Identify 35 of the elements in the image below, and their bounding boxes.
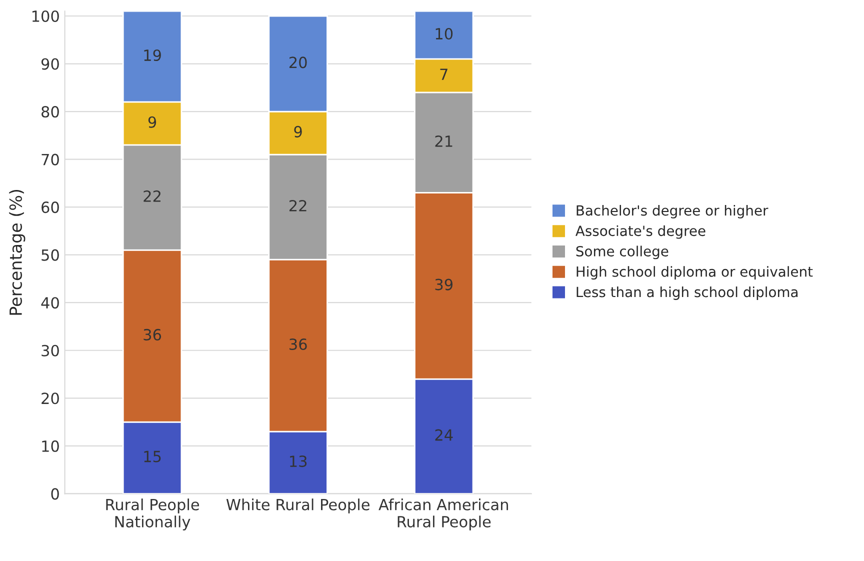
data-label: 36 <box>144 328 162 340</box>
x-tick-label: White Rural People <box>226 498 370 514</box>
data-label: 10 <box>436 28 453 40</box>
data-label: 22 <box>144 190 160 202</box>
y-tick-label: 40 <box>41 297 59 309</box>
x-tick-label: Rural People Nationally <box>106 498 200 530</box>
data-label: 20 <box>289 56 307 68</box>
legend-label: Associate's degree <box>576 225 706 239</box>
y-tick-label: 30 <box>42 344 59 356</box>
y-tick-label: 20 <box>42 392 59 404</box>
data-label: 9 <box>294 126 302 138</box>
legend-label: Bachelor's degree or higher <box>576 204 768 218</box>
data-label: 9 <box>148 116 156 128</box>
x-tick-label: African American Rural People <box>378 498 508 530</box>
y-tick-label: 100 <box>32 10 59 22</box>
data-label: 24 <box>435 429 453 441</box>
data-label: 7 <box>440 68 448 80</box>
y-tick-label: 0 <box>51 488 59 500</box>
legend-label: Less than a high school diploma <box>576 286 798 300</box>
y-axis-title: Percentage (%) <box>9 190 26 315</box>
legend-label: Some college <box>576 246 668 260</box>
data-label: 39 <box>435 278 453 290</box>
data-label: 13 <box>290 456 307 468</box>
data-label: 36 <box>290 338 307 350</box>
y-tick-label: 50 <box>42 249 59 261</box>
legend-label: High school diploma or equivalent <box>576 266 813 280</box>
y-tick-label: 70 <box>42 154 59 166</box>
data-label: 19 <box>144 49 161 62</box>
y-tick-label: 10 <box>42 440 59 452</box>
data-label: 22 <box>289 200 306 212</box>
y-tick-label: 80 <box>42 106 59 118</box>
data-label: 21 <box>435 135 452 147</box>
data-label: 15 <box>144 450 161 462</box>
y-tick-label: 60 <box>42 202 59 214</box>
y-tick-label: 90 <box>41 58 59 70</box>
